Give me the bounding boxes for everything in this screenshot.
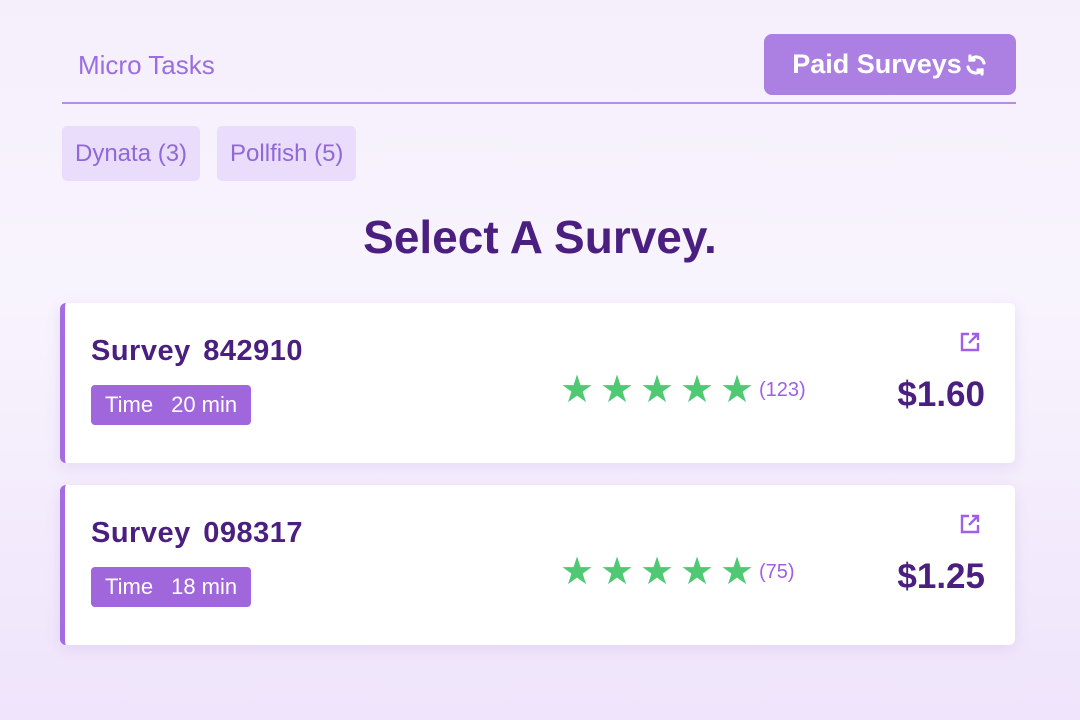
rating-count: (123) (759, 378, 806, 401)
chip-dynata[interactable]: Dynata (3) (62, 126, 201, 181)
survey-card[interactable]: Survey 842910 Time 20 min ★ ★ ★ ★ ★ (123) $1.6… (60, 303, 1015, 463)
provider-filters: Dynata (3) Pollfish (5) (62, 126, 357, 181)
time-value: 18 min (171, 574, 238, 599)
star-icon: ★ (679, 369, 715, 411)
time-label: Time (105, 392, 154, 417)
survey-price: $1.25 (897, 557, 985, 596)
star-icon: ★ (599, 369, 635, 411)
rating: ★ ★ ★ ★ ★ (75) (557, 553, 795, 591)
star-icon: ★ (559, 551, 595, 593)
page-title: Select A Survey. (363, 211, 717, 263)
time-label: Time (105, 574, 154, 599)
star-icon: ★ (559, 369, 595, 411)
external-link-icon[interactable] (959, 513, 981, 535)
star-icon: ★ (679, 551, 715, 593)
time-badge: Time 18 min (91, 567, 252, 607)
time-value: 20 min (171, 392, 238, 417)
survey-price: $1.60 (897, 375, 985, 414)
tab-micro-tasks[interactable]: Micro Tasks (78, 50, 215, 80)
time-badge: Time 20 min (91, 385, 252, 425)
rating-count: (75) (759, 560, 795, 583)
star-icon: ★ (719, 369, 755, 411)
star-icon: ★ (639, 369, 675, 411)
tab-bar: Micro Tasks Paid Surveys (62, 34, 1016, 104)
star-icon: ★ (639, 551, 675, 593)
rating: ★ ★ ★ ★ ★ (123) (557, 371, 806, 409)
chip-pollfish[interactable]: Pollfish (5) (217, 126, 357, 181)
survey-title: Survey 842910 (91, 335, 304, 367)
survey-title: Survey 098317 (91, 517, 304, 549)
tab-paid-surveys[interactable]: Paid Surveys (764, 34, 1016, 95)
tab-paid-label: Paid Surveys (792, 49, 962, 79)
external-link-icon[interactable] (959, 331, 981, 353)
star-icon: ★ (599, 551, 635, 593)
star-icon: ★ (719, 551, 755, 593)
refresh-icon (966, 53, 986, 76)
survey-card[interactable]: Survey 098317 Time 18 min ★ ★ ★ ★ ★ (75) $1.25 (60, 485, 1015, 645)
